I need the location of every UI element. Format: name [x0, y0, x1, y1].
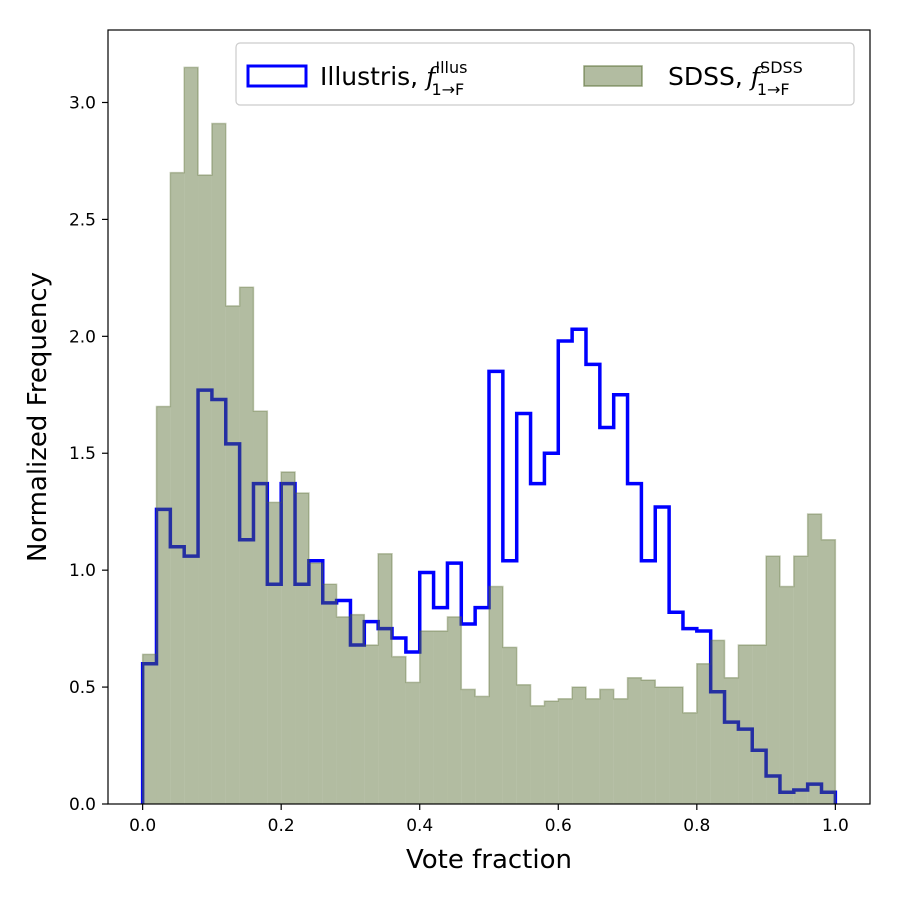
- sdss-bar: [724, 677, 739, 804]
- sdss-bar: [766, 556, 780, 804]
- sdss-bar: [184, 67, 199, 805]
- sdss-bar: [752, 644, 767, 804]
- sdss-bar: [544, 701, 559, 804]
- sdss-bar: [489, 586, 503, 804]
- sdss-bar: [502, 647, 517, 804]
- sdss-bar: [738, 644, 753, 804]
- sdss-bar: [419, 630, 434, 804]
- sdss-bar: [267, 502, 282, 804]
- x-axis-label: Vote fraction: [406, 845, 572, 875]
- sdss-bar: [461, 689, 476, 804]
- legend: Illustris, fIllus 1→F SDSS, fSDSS 1→F: [235, 42, 855, 106]
- sdss-bar: [572, 687, 586, 804]
- axes-frame: [107, 29, 871, 805]
- sdss-bar: [336, 616, 351, 804]
- y-tick-label: 1.5: [69, 444, 96, 464]
- sdss-bar: [821, 539, 836, 804]
- x-tick-label: 0.4: [406, 816, 433, 836]
- sdss-bar: [322, 584, 337, 804]
- sdss-bar: [378, 553, 393, 804]
- legend-swatch-illustris: [246, 64, 308, 88]
- sdss-bar: [641, 680, 656, 804]
- sdss-bar: [253, 411, 268, 804]
- sdss-bar: [170, 172, 185, 804]
- sdss-bar: [558, 698, 573, 804]
- sdss-bar: [239, 287, 254, 804]
- sdss-bar: [669, 687, 683, 804]
- sdss-bar: [281, 471, 296, 804]
- y-tick-label: 0.5: [69, 678, 96, 698]
- sdss-bar: [655, 687, 670, 804]
- y-tick-label: 0.0: [69, 795, 96, 815]
- legend-swatch-sdss: [583, 65, 643, 87]
- sdss-bar: [710, 640, 725, 804]
- x-axis-ticks: 0.0 0.2 0.4 0.6 0.8 1.0: [129, 804, 849, 836]
- sdss-bar: [682, 712, 697, 804]
- sdss-bar: [225, 305, 240, 804]
- sdss-bar: [350, 614, 365, 804]
- y-tick-label: 3.0: [69, 93, 96, 113]
- x-tick-label: 1.0: [822, 816, 849, 836]
- sdss-bar: [198, 174, 212, 804]
- sdss-bar: [696, 663, 711, 804]
- x-tick-label: 0.2: [268, 816, 295, 836]
- sdss-bar: [156, 406, 171, 804]
- sdss-bar: [142, 654, 157, 804]
- sdss-bar: [295, 492, 309, 804]
- plot-area: [140, 66, 838, 805]
- sdss-bar: [613, 698, 628, 804]
- x-tick-label: 0.8: [683, 816, 710, 836]
- y-tick-label: 2.5: [69, 210, 96, 230]
- sdss-bar: [530, 705, 545, 804]
- illustris-step-line: [140, 327, 838, 804]
- sdss-bar: [447, 616, 462, 804]
- sdss-outline: [141, 66, 837, 804]
- sdss-bar: [585, 698, 600, 804]
- sdss-bar: [211, 123, 226, 805]
- y-tick-label: 1.0: [69, 561, 96, 581]
- sdss-bar: [807, 514, 822, 804]
- sdss-bar: [433, 630, 448, 804]
- sdss-bar: [308, 563, 323, 804]
- sdss-bar: [516, 684, 531, 804]
- sdss-bar: [405, 682, 420, 804]
- legend-frame: [235, 42, 855, 106]
- legend-label-illustris: Illustris, fIllus 1→F: [320, 58, 467, 99]
- sdss-bar: [599, 689, 614, 804]
- sdss-bar: [793, 556, 808, 804]
- sdss-bar: [364, 644, 379, 804]
- sdss-bar: [392, 656, 406, 804]
- legend-label-sdss: SDSS, fSDSS 1→F: [668, 58, 803, 99]
- y-axis-ticks: 0.0 0.5 1.0 1.5 2.0 2.5 3.0: [69, 93, 108, 815]
- y-tick-label: 2.0: [69, 327, 96, 347]
- x-tick-label: 0.6: [545, 816, 572, 836]
- sdss-bar: [779, 586, 794, 804]
- sdss-bar: [627, 677, 642, 804]
- sdss-bar: [475, 696, 489, 804]
- y-axis-label: Normalized Frequency: [23, 272, 53, 562]
- x-tick-label: 0.0: [129, 816, 156, 836]
